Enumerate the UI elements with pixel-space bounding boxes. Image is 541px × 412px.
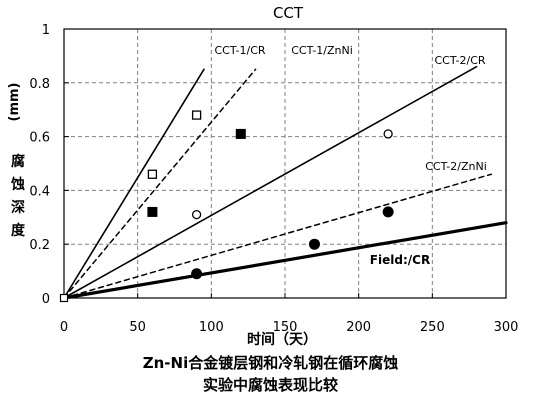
series-label-3: CCT-2/CR — [434, 54, 485, 67]
series-label-5: Field:/CR — [370, 253, 430, 267]
data-point-series-4 — [382, 206, 394, 218]
y-tick-label: 0.2 — [29, 238, 50, 253]
y-tick-label: 0.4 — [29, 184, 50, 199]
series-line-3 — [63, 65, 478, 299]
x-tick-label: 100 — [199, 320, 224, 335]
series-label-1: CCT-1/CR — [214, 44, 265, 57]
y-tick-label: 0 — [42, 292, 50, 307]
series-label-2: CCT-1/ZnNi — [291, 44, 353, 57]
series-line-2 — [63, 68, 257, 299]
y-axis-label-char: 深 — [11, 199, 25, 216]
y-axis-label-char: 腐 — [11, 153, 25, 170]
data-point-series-1 — [191, 110, 202, 120]
chart-title: CCT — [273, 4, 304, 22]
series-label-4: CCT-2/ZnNi — [425, 160, 487, 173]
grid-layer — [64, 29, 506, 298]
y-axis-label-char: 蚀 — [10, 176, 25, 193]
series-markers — [59, 110, 394, 303]
data-point-series-3 — [383, 129, 393, 139]
caption-line-1: Zn-Ni合金镀层钢和冷轧钢在循环腐蚀 — [142, 354, 399, 372]
x-tick-label: 250 — [420, 320, 445, 335]
data-point-series-2 — [235, 128, 246, 139]
y-axis-label-char: 度 — [11, 222, 26, 239]
y-tick-label: 1 — [42, 23, 50, 38]
series-line-4 — [63, 173, 493, 299]
axes: 0 50 100 150 200 250 300 0 0.2 0.4 0.6 0.8 1 — [29, 23, 518, 335]
caption-line-2: 实验中腐蚀表现比较 — [202, 376, 338, 394]
origin-marker — [59, 293, 69, 303]
x-tick-label: 300 — [494, 320, 519, 335]
y-tick-label: 0.6 — [29, 131, 50, 146]
series-line-1 — [63, 68, 205, 299]
series-labels: CCT-1/CR CCT-1/ZnNi CCT-2/CR CCT-2/ZnNi Fiel… — [214, 44, 486, 267]
data-point-series-4 — [308, 238, 320, 250]
data-point-series-1 — [147, 169, 158, 179]
series-lines — [62, 65, 508, 300]
x-axis-label: 时间（天） — [247, 331, 317, 348]
data-point-series-2 — [147, 206, 158, 217]
x-tick-label: 200 — [346, 320, 371, 335]
data-point-series-3 — [191, 209, 202, 220]
y-tick-label: 0.8 — [29, 77, 50, 92]
x-tick-label: 0 — [60, 320, 68, 335]
corrosion-depth-chart: CCT 0 50 100 150 200 250 300 0 0.2 0.4 0.6 0.8 1 CCT… — [7, 4, 518, 348]
y-axis-unit: (mm) — [7, 83, 22, 122]
x-tick-label: 150 — [273, 320, 298, 335]
series-line-5 — [62, 221, 508, 300]
x-tick-label: 50 — [129, 320, 146, 335]
data-point-series-4 — [191, 268, 203, 280]
